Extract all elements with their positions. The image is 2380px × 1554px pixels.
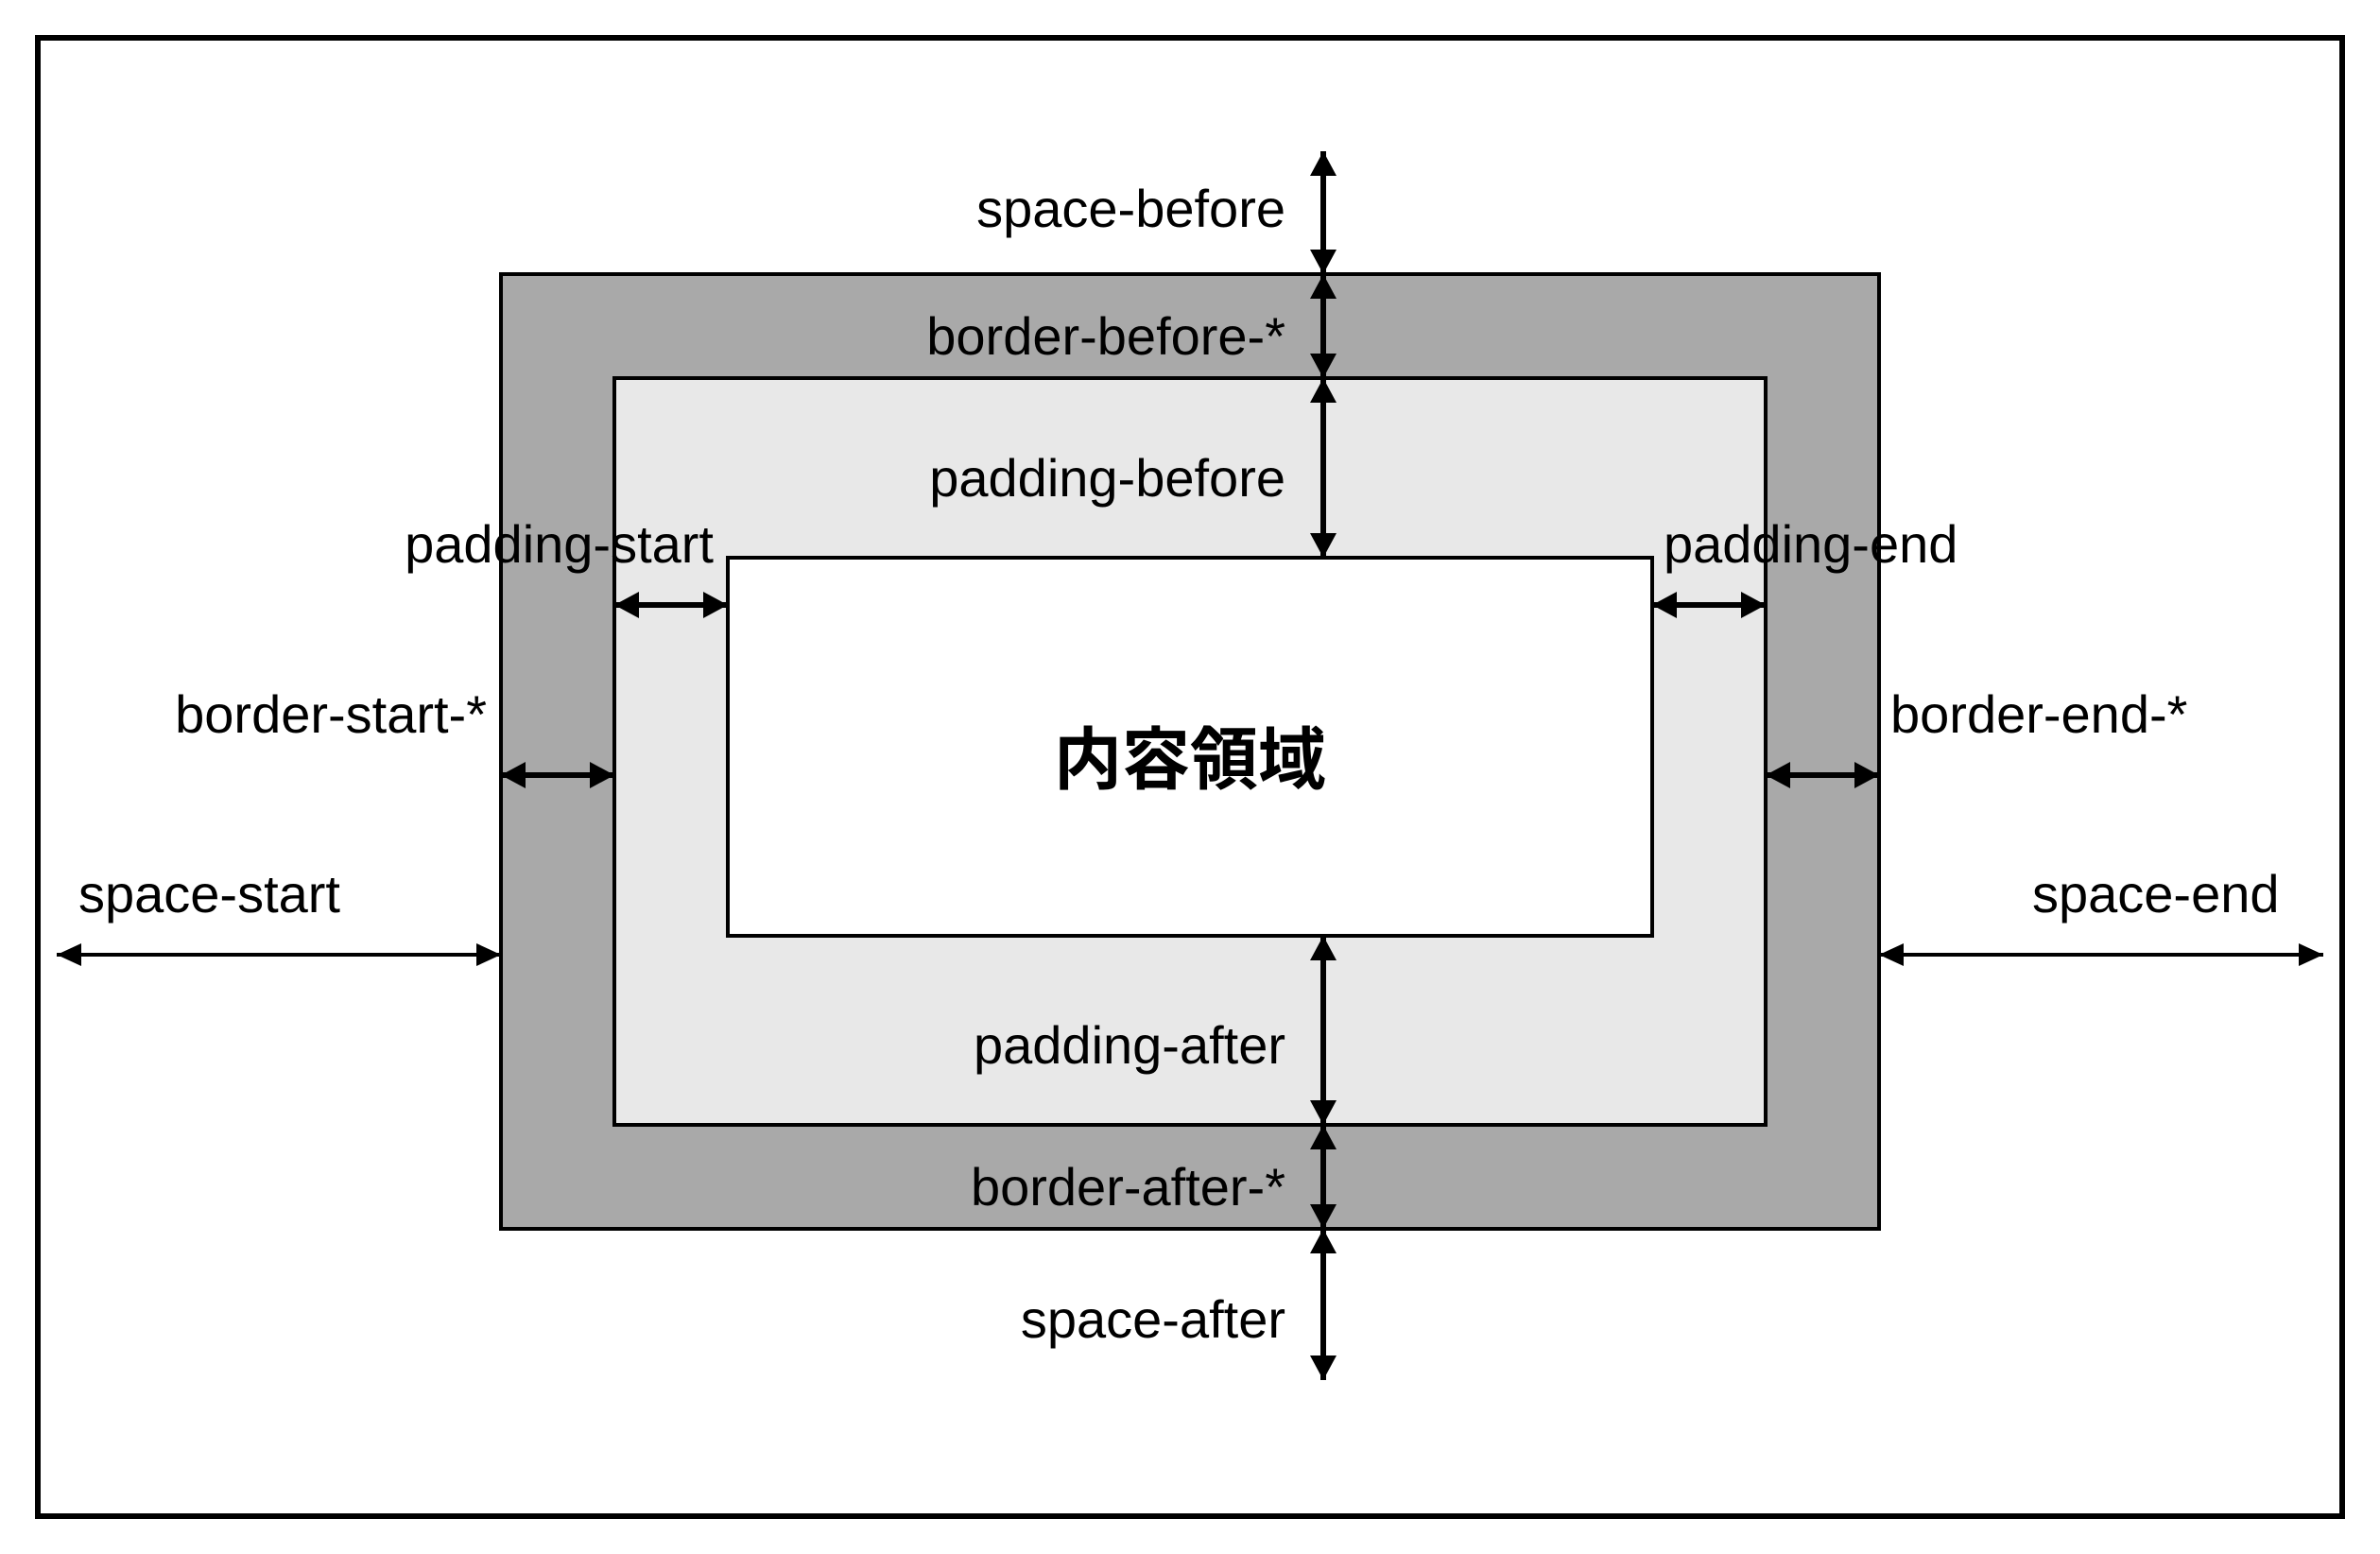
label-border-after: border-after-* xyxy=(971,1157,1285,1217)
box-model-diagram: 内容領域 space-before border-before-* padding-b… xyxy=(0,0,2380,1554)
label-border-end: border-end-* xyxy=(1890,684,2187,744)
content-area-label: 内容領域 xyxy=(1054,723,1326,799)
label-border-before: border-before-* xyxy=(926,306,1285,366)
label-padding-before: padding-before xyxy=(929,448,1285,508)
label-padding-end: padding-end xyxy=(1664,514,1957,574)
diagram-stage: 内容領域 space-before border-before-* padding-b… xyxy=(0,0,2380,1554)
label-border-start: border-start-* xyxy=(175,684,487,744)
label-space-end: space-end xyxy=(2032,864,2280,924)
label-padding-start: padding-start xyxy=(405,514,714,574)
label-padding-after: padding-after xyxy=(974,1015,1285,1075)
label-space-before: space-before xyxy=(976,179,1285,238)
label-space-after: space-after xyxy=(1021,1289,1285,1349)
label-space-start: space-start xyxy=(78,864,340,924)
